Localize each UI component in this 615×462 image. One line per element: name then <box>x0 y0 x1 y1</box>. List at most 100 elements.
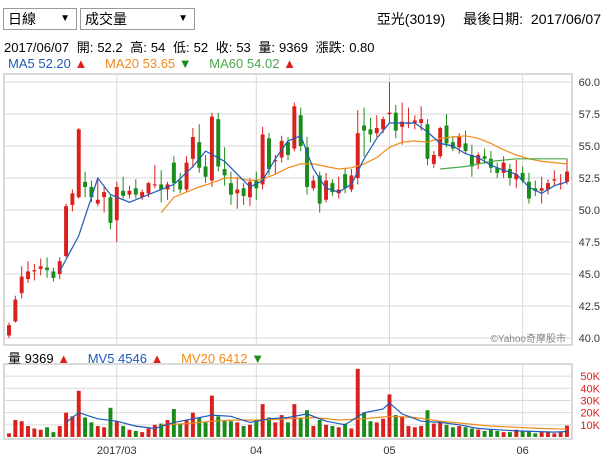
candlestick <box>273 154 278 175</box>
volume-bar <box>412 427 417 437</box>
candlestick <box>400 102 405 145</box>
candle-body <box>292 106 297 149</box>
candle-body <box>108 197 113 223</box>
indicator-select[interactable]: 成交量 ▼ <box>80 8 195 30</box>
candlestick <box>286 137 290 161</box>
volume-bar <box>305 410 309 437</box>
candlestick <box>514 160 519 189</box>
candle-body <box>444 125 449 144</box>
ma5-line <box>59 122 568 272</box>
period-select[interactable]: 日線 ▼ <box>3 8 77 30</box>
volume-bar <box>546 432 550 437</box>
volume-bar <box>114 421 119 437</box>
candlestick <box>349 169 354 193</box>
candle-body <box>152 184 157 186</box>
close-value: 53 <box>236 40 251 55</box>
ma60-line <box>440 158 567 170</box>
candle-body <box>222 169 227 176</box>
volume-bar <box>343 423 348 437</box>
candle-body <box>539 188 544 191</box>
arrow-up-icon: ▲ <box>57 351 71 366</box>
candlestick <box>469 144 474 177</box>
candlestick <box>558 174 563 190</box>
candlestick <box>95 178 100 207</box>
volume-bar <box>444 424 449 437</box>
candle-body <box>546 183 550 190</box>
candle-body <box>178 180 183 190</box>
candle-body <box>507 169 512 178</box>
legend-volume: 量 9369 ▲ <box>8 351 74 366</box>
volume-bar <box>362 412 367 437</box>
volume-bar <box>222 419 227 437</box>
candle-body <box>374 128 379 134</box>
candlestick <box>159 170 164 203</box>
ma5-value: 52.20 <box>38 56 71 71</box>
ohlc-summary: 2017/06/07 開: 52.2 高: 54 低: 52 收: 53 量: 9369 … <box>4 37 379 56</box>
ma20-label: MA20 <box>105 56 139 71</box>
candle-body <box>438 128 443 157</box>
volume-bar <box>463 427 468 437</box>
volume-bar <box>83 417 88 437</box>
arrow-up-icon: ▲ <box>74 56 88 71</box>
volume-bar <box>286 422 290 437</box>
mv20-line <box>161 415 568 430</box>
candlestick <box>311 175 316 191</box>
candlestick <box>495 162 500 178</box>
ma20-line <box>160 135 568 213</box>
candlestick <box>178 172 183 194</box>
candle-body <box>514 174 519 180</box>
candle-body <box>425 124 430 159</box>
candlestick <box>235 176 240 209</box>
volume-bar <box>317 419 322 437</box>
ma60-label: MA60 <box>209 56 244 71</box>
candlestick <box>438 126 443 159</box>
volume-bar <box>552 433 557 437</box>
candle-body <box>241 188 246 196</box>
legend-ma5: MA5 52.20 ▲ <box>8 56 91 71</box>
volume-bar <box>514 429 519 437</box>
candlestick <box>190 128 195 168</box>
volume-bar <box>330 426 335 437</box>
dropdown-arrow-icon: ▼ <box>178 13 188 24</box>
indicator-select-value: 成交量 <box>85 11 127 27</box>
candle-body <box>387 112 392 114</box>
candle-body <box>368 129 373 135</box>
candlestick <box>546 179 550 195</box>
candlestick <box>260 126 265 190</box>
candle-body <box>89 186 94 198</box>
candlestick <box>457 133 462 154</box>
candlestick <box>64 203 69 258</box>
volume-bar <box>70 416 75 437</box>
volume-bar <box>184 419 189 437</box>
volume-bar <box>450 427 455 437</box>
price-tick-label: 50.0 <box>579 205 600 217</box>
volume-bar <box>349 428 354 437</box>
candlestick <box>374 115 379 138</box>
candlestick <box>393 105 398 139</box>
x-tick-label: 06 <box>516 445 528 457</box>
change-label: 漲跌: <box>315 40 346 55</box>
dropdown-arrow-icon: ▼ <box>60 13 70 24</box>
volume-bar <box>387 394 392 437</box>
candle-body <box>83 181 88 187</box>
close-label: 收: <box>215 40 233 55</box>
mv20-label: MV20 <box>181 351 216 366</box>
candle-body <box>330 183 335 193</box>
candlestick <box>26 261 30 283</box>
candle-body <box>419 119 424 123</box>
candlestick <box>45 257 50 278</box>
mv5-line <box>65 402 568 433</box>
candlestick <box>501 156 506 178</box>
price-tick-label: 57.5 <box>579 109 600 121</box>
volume-bar <box>190 412 195 437</box>
volume-bar <box>38 429 43 437</box>
period-select-value: 日線 <box>8 11 36 27</box>
candlestick <box>488 151 493 173</box>
candle-body <box>76 129 81 198</box>
arrow-down-icon: ▼ <box>178 56 192 71</box>
candle-body <box>431 154 436 164</box>
candle-body <box>51 271 56 278</box>
candlestick <box>425 119 430 166</box>
candlestick <box>526 172 531 204</box>
candle-body <box>260 134 265 185</box>
